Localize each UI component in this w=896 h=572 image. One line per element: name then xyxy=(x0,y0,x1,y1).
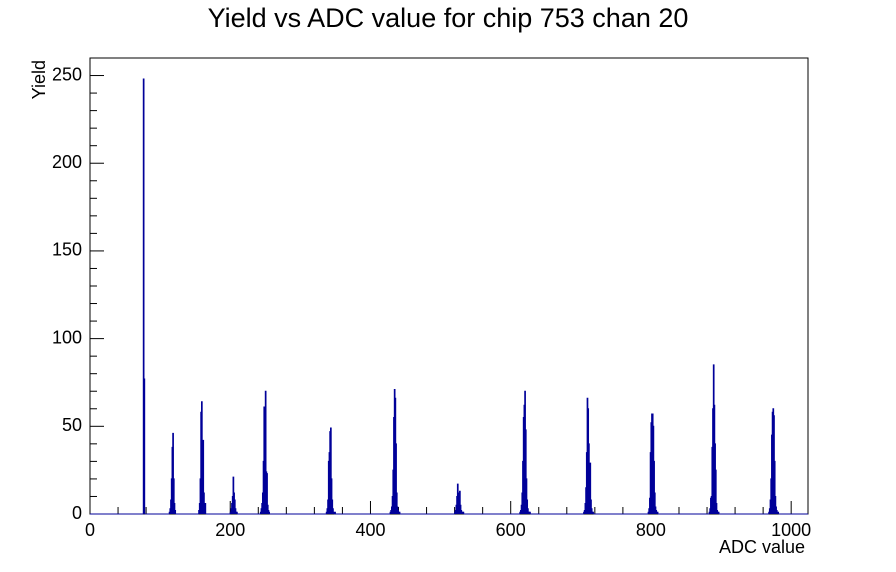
histogram-bin xyxy=(204,502,207,514)
y-tick-label: 0 xyxy=(72,503,82,523)
histogram-bin xyxy=(459,490,461,514)
histogram-bin xyxy=(656,511,659,514)
x-tick-label: 1000 xyxy=(771,520,811,540)
histogram-bin xyxy=(266,473,268,514)
histogram-bin xyxy=(331,499,334,514)
histogram-bin xyxy=(264,390,267,514)
x-tick-label: 800 xyxy=(636,520,666,540)
histogram-bin xyxy=(459,504,462,514)
histogram-bin xyxy=(773,460,776,514)
histogram-bin xyxy=(173,502,176,514)
histogram-bin xyxy=(653,492,656,514)
histogram-bin xyxy=(714,469,717,514)
histogram-bin xyxy=(142,78,145,514)
histogram-bin xyxy=(236,511,238,514)
histogram-bin xyxy=(398,511,401,514)
y-tick-label: 250 xyxy=(52,64,82,84)
x-tick-label: 400 xyxy=(355,520,385,540)
histogram-bin xyxy=(268,511,270,514)
histogram-bin xyxy=(332,508,334,514)
histogram-bin xyxy=(589,462,592,514)
histogram-bin xyxy=(590,508,593,514)
histogram-bin xyxy=(524,429,527,514)
histogram-bin xyxy=(234,508,237,514)
histogram-bin xyxy=(334,511,336,514)
histogram-bin xyxy=(266,504,269,514)
histogram-bin xyxy=(462,511,465,514)
x-tick-label: 600 xyxy=(496,520,526,540)
histogram-bin xyxy=(777,511,780,514)
y-tick-label: 100 xyxy=(52,327,82,347)
histogram-bin xyxy=(395,443,397,514)
histogram-bin xyxy=(527,508,529,514)
y-tick-label: 150 xyxy=(52,240,82,260)
chart-title: Yield vs ADC value for chip 753 chan 20 xyxy=(208,3,689,33)
histogram-bin xyxy=(717,511,720,514)
y-tick-label: 50 xyxy=(62,415,82,435)
histogram-bin xyxy=(592,511,594,514)
histogram-bin xyxy=(774,495,777,514)
histogram-bin xyxy=(172,478,175,514)
histogram-bin xyxy=(143,378,146,514)
histogram-bin xyxy=(172,432,174,514)
histogram-bin xyxy=(715,502,718,514)
histogram-bin xyxy=(233,499,236,514)
x-tick-label: 200 xyxy=(215,520,245,540)
x-tick-label: 0 xyxy=(85,520,95,540)
y-tick-label: 200 xyxy=(52,152,82,172)
histogram-bin xyxy=(202,439,205,514)
histogram-bin xyxy=(174,509,177,514)
histogram-bin xyxy=(332,511,335,514)
histogram-bin xyxy=(330,478,333,514)
histogram-bin xyxy=(529,511,531,514)
histogram-bin xyxy=(203,492,205,514)
histogram-bin xyxy=(395,492,398,514)
x-axis-label: ADC value xyxy=(719,537,805,557)
histogram-bin xyxy=(330,427,332,514)
y-axis-label: Yield xyxy=(29,60,49,99)
histogram-bin xyxy=(525,478,528,514)
histogram-bin xyxy=(653,460,655,514)
histogram-bin xyxy=(590,499,592,514)
histogram-bin xyxy=(526,499,529,514)
